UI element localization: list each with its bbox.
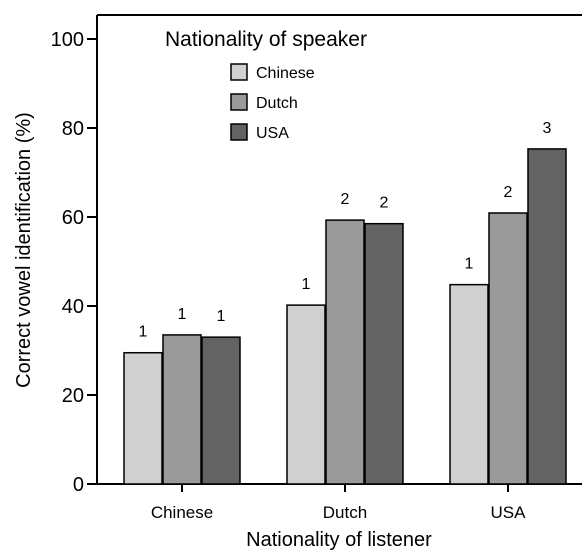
x-axis-title: Nationality of listener — [246, 529, 432, 551]
bar-dutch-chinese — [286, 304, 326, 485]
legend-swatch — [230, 123, 248, 141]
legend-label: USA — [256, 125, 289, 142]
legend-swatch — [230, 63, 248, 81]
bar-chinese-usa — [201, 336, 241, 485]
bar-data-label: 1 — [217, 308, 226, 325]
y-tick-label: 100 — [51, 29, 84, 51]
legend: Nationality of speaker Chinese Dutch USA — [165, 28, 367, 142]
bars: 1 1 1 1 2 2 1 2 3 — [123, 120, 567, 485]
bar-dutch-dutch — [325, 219, 365, 485]
y-axis-title: Correct vowel identification (%) — [13, 112, 35, 388]
x-category-labels: Chinese Dutch USA — [151, 484, 526, 522]
bar-data-label: 1 — [302, 276, 311, 293]
bar-usa-dutch — [488, 212, 528, 485]
bar-data-label: 2 — [504, 184, 513, 201]
bar-data-label: 3 — [543, 120, 552, 137]
bar-data-label: 2 — [380, 195, 389, 212]
bar-data-label: 1 — [178, 306, 187, 323]
legend-swatch — [230, 93, 248, 111]
x-category-label: USA — [491, 503, 527, 522]
y-axis: 0 20 40 60 80 100 — [51, 15, 98, 496]
y-tick-label: 20 — [62, 385, 84, 407]
bar-dutch-usa — [364, 222, 404, 485]
legend-label: Dutch — [256, 95, 298, 112]
bar-chinese-chinese — [123, 351, 163, 485]
y-tick-label: 40 — [62, 296, 84, 318]
y-tick-label: 0 — [73, 474, 84, 496]
bar-data-label: 2 — [341, 191, 350, 208]
y-tick-label: 80 — [62, 118, 84, 140]
bar-chinese-dutch — [162, 334, 202, 485]
legend-title: Nationality of speaker — [165, 28, 367, 51]
bar-data-label: 1 — [465, 256, 474, 273]
x-category-label: Chinese — [151, 503, 213, 522]
bar-usa-chinese — [449, 283, 489, 485]
x-category-label: Dutch — [323, 503, 367, 522]
bar-usa-usa — [527, 148, 567, 485]
legend-label: Chinese — [256, 65, 315, 82]
bar-data-label: 1 — [139, 324, 148, 341]
y-tick-label: 60 — [62, 207, 84, 229]
